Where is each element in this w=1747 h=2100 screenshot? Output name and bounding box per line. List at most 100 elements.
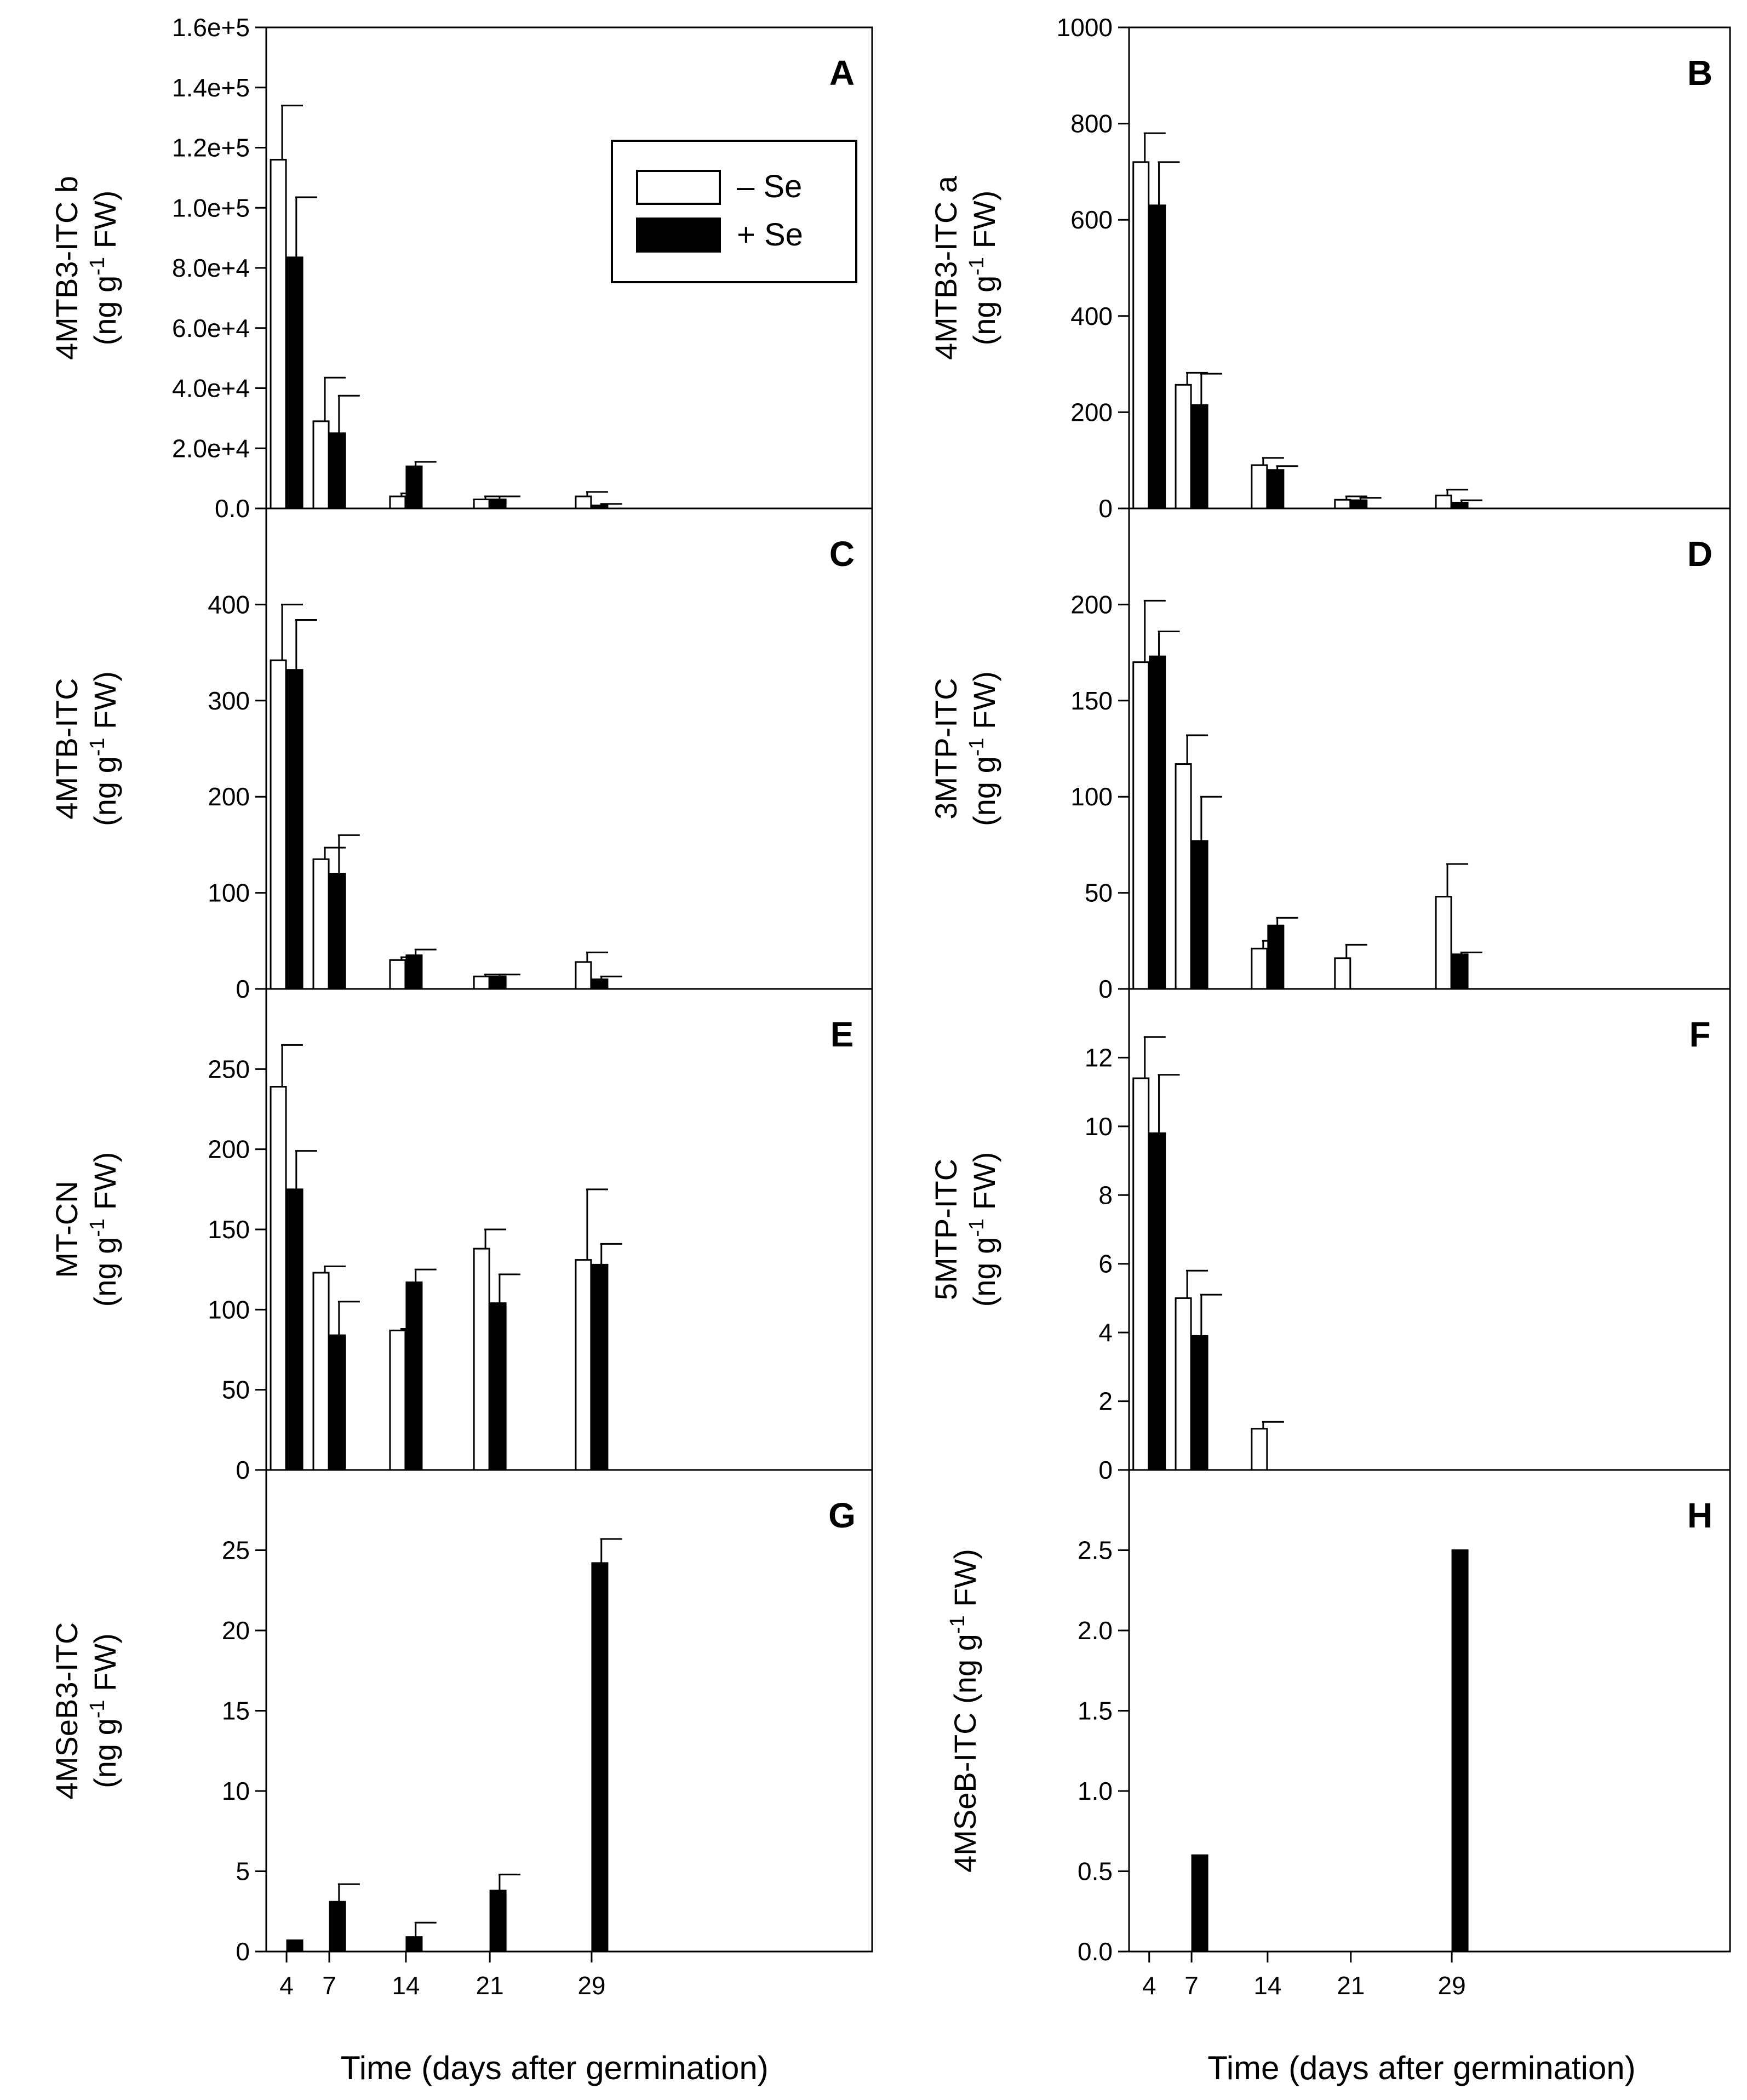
x-axis-title-left: Time (days after germination): [340, 2050, 768, 2086]
bar-plus-se-day-14: [405, 465, 423, 510]
y-tick-label: 0.0: [1078, 1937, 1113, 1966]
y-tick-label: 200: [208, 1135, 250, 1164]
bar-plus-se-day-14: [1267, 469, 1285, 510]
bar-plus-se-day-29: [591, 1562, 609, 1953]
y-tick-label: 2.0e+4: [172, 434, 250, 462]
panel-e: 0 50 100 150 200 250 E MT-CN (ng g-1 FW): [49, 988, 873, 1484]
panel-letter: A: [829, 53, 855, 93]
y-tick-label: 6: [1098, 1250, 1113, 1278]
y-tick-label: 2.0: [1078, 1616, 1113, 1645]
legend: – Se + Se: [611, 140, 857, 283]
y-tick-label: 20: [222, 1616, 250, 1645]
y-tick-label: 0.5: [1078, 1857, 1113, 1886]
bar-minus-se-day-7: [312, 858, 330, 990]
bar-minus-se-day-14: [1251, 464, 1268, 510]
panel-letter: D: [1687, 534, 1712, 574]
bar-minus-se-day-29: [575, 961, 592, 990]
panel-h: 0.0 0.5 1.0 1.5 2.0 2.5 4 7 14 21 29 H 4MSeB-ITC (ng…: [946, 1469, 1731, 2000]
y-tick-label: 200: [1070, 590, 1113, 619]
bar-plus-se-day-7: [1191, 1335, 1208, 1471]
y-tick-label: 0: [1098, 1456, 1113, 1484]
bar-plus-se-day-4: [1149, 204, 1166, 510]
y-tick-label: 10: [222, 1777, 250, 1805]
y-axis-title: (ng g-1 FW): [965, 191, 1001, 346]
panel-g: 0 5 10 15 20 25 4 7 14 21 29 G 4MSeB3-ITC (ng g-1 FW): [49, 1469, 873, 2000]
bar-plus-se-day-21: [1350, 499, 1368, 510]
y-tick-label: 1.0: [1078, 1777, 1113, 1805]
bar-plus-se-day-21: [489, 1302, 507, 1471]
y-tick-label: 200: [1070, 398, 1113, 426]
x-tick-label: 29: [1438, 1971, 1466, 2000]
y-tick-label: 200: [208, 782, 250, 811]
y-tick-label: 6.0e+4: [172, 314, 250, 342]
y-tick-label: 600: [1070, 205, 1113, 234]
y-tick-label: 4: [1098, 1318, 1113, 1347]
bar-plus-se-day-14: [1267, 924, 1285, 990]
bar-plus-se-day-4: [1149, 1132, 1166, 1471]
bar-plus-se-day-21: [489, 1890, 507, 1953]
bar-minus-se-day-7: [1175, 384, 1192, 510]
bar-plus-se-day-14: [405, 1936, 423, 1953]
bar-minus-se-day-4: [1132, 161, 1150, 510]
x-tick-label: 7: [322, 1971, 336, 2000]
y-tick-label: 15: [222, 1697, 250, 1725]
bar-plus-se-day-4: [286, 1188, 303, 1471]
y-axis-title: 3MTP-ITC: [929, 678, 963, 819]
panel-letter: E: [830, 1015, 854, 1054]
bar-minus-se-day-14: [389, 1329, 406, 1471]
y-tick-label: 400: [208, 590, 250, 619]
bar-minus-se-day-29: [1435, 494, 1452, 510]
bar-plus-se-day-29: [1451, 501, 1469, 510]
y-tick-label: 400: [1070, 302, 1113, 330]
y-axis-title: 4MTB-ITC: [49, 678, 84, 819]
x-tick-label: 14: [392, 1971, 420, 2000]
bar-minus-se-day-7: [312, 1272, 330, 1471]
bar-plus-se-day-7: [329, 873, 346, 990]
y-tick-label: 1.5: [1078, 1697, 1113, 1725]
bar-plus-se-day-7: [1191, 404, 1208, 510]
y-tick-label: 300: [208, 686, 250, 715]
bar-plus-se-day-4: [286, 1939, 303, 1953]
panel-letter: G: [828, 1496, 856, 1535]
panel-letter: F: [1689, 1015, 1710, 1054]
y-tick-label: 0: [1098, 494, 1113, 523]
bar-plus-se-day-21: [489, 499, 507, 510]
panel-a: 0.0 2.0e+4 4.0e+4 6.0e+4 8.0e+4 1.0e+5 1.2e+5 1…: [49, 13, 873, 523]
x-tick-label: 7: [1184, 1971, 1199, 2000]
bar-plus-se-day-4: [1149, 655, 1166, 990]
bar-minus-se-day-21: [473, 975, 490, 990]
y-tick-label: 0: [236, 1937, 250, 1966]
bar-minus-se-day-4: [1132, 1077, 1150, 1471]
bar-plus-se-day-21: [489, 975, 507, 990]
bar-minus-se-day-21: [1334, 499, 1351, 510]
bar-plus-se-day-7: [329, 432, 346, 510]
bar-plus-se-day-14: [405, 954, 423, 990]
legend-swatch-minus-se: [636, 170, 721, 205]
y-tick-label: 800: [1070, 110, 1113, 138]
panel-letter: H: [1687, 1496, 1712, 1535]
y-axis-title: 5MTP-ITC: [929, 1159, 963, 1300]
legend-box: [611, 140, 857, 283]
bar-minus-se-day-7: [1175, 1297, 1192, 1471]
y-tick-label: 50: [1085, 879, 1113, 907]
y-tick-label: 1.4e+5: [172, 73, 250, 102]
bar-minus-se-day-21: [473, 1248, 490, 1471]
panel-f: 0 2 4 6 8 10 12 F 5MTP-ITC (ng g-1 FW): [929, 988, 1731, 1484]
panel-d: 0 50 100 150 200 D 3MTP-ITC (ng g-1 FW): [929, 507, 1731, 1003]
bar-plus-se-day-4: [286, 669, 303, 990]
y-tick-label: 8.0e+4: [172, 254, 250, 282]
y-tick-label: 8: [1098, 1181, 1113, 1209]
y-tick-label: 1.6e+5: [172, 13, 250, 42]
x-tick-label: 4: [1142, 1971, 1156, 2000]
y-tick-label: 100: [208, 1295, 250, 1324]
y-tick-label: 5: [236, 1857, 250, 1886]
y-tick-label: 250: [208, 1055, 250, 1083]
bar-plus-se-day-29: [1451, 953, 1469, 990]
panels: 0.0 2.0e+4 4.0e+4 6.0e+4 8.0e+4 1.0e+5 1.2e+5 1…: [49, 13, 1731, 2000]
x-tick-label: 21: [476, 1971, 504, 2000]
y-tick-label: 1.0e+5: [172, 193, 250, 222]
y-tick-label: 2: [1098, 1387, 1113, 1416]
y-axis-title: (ng g-1 FW): [86, 671, 122, 826]
bar-plus-se-day-29: [1451, 1549, 1469, 1953]
